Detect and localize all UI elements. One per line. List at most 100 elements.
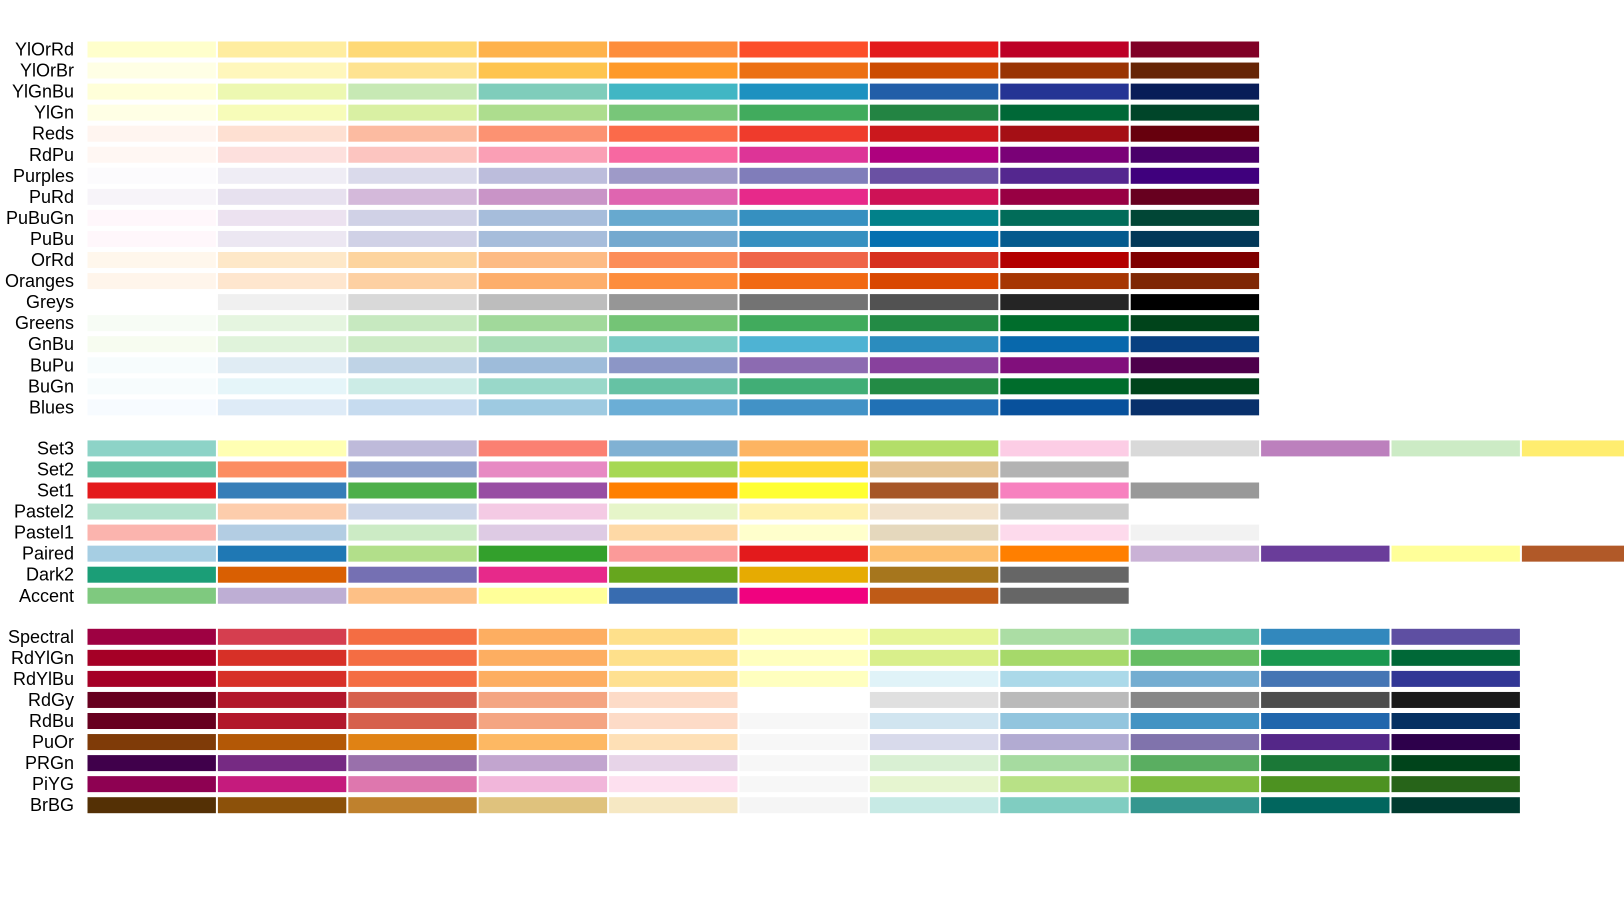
palette-row-Greys: Greys [26,292,1261,312]
swatch [868,356,1000,375]
swatch [999,775,1130,794]
palette-row-Greens: Greens [15,313,1261,333]
swatch [86,187,217,206]
swatch [1260,439,1391,458]
swatch [216,502,348,521]
swatch [216,187,348,206]
swatch [86,627,217,646]
swatch [477,377,609,396]
palette-row-Set2: Set2 [37,459,1130,479]
swatch [216,565,348,584]
swatch [868,103,1000,122]
swatch [608,627,739,646]
swatch [868,40,1000,59]
swatch [999,145,1130,164]
swatch [216,208,348,227]
swatch [999,103,1130,122]
swatch [86,648,217,667]
swatch [477,586,609,605]
palette-label: BuGn [28,376,74,396]
palette-label: Oranges [5,271,74,291]
swatch [868,627,1000,646]
swatch [86,565,217,584]
swatch [868,502,1000,521]
swatch [1390,796,1521,815]
swatch [1129,544,1261,563]
palette-row-Dark2: Dark2 [26,565,1130,585]
swatch [347,314,478,333]
palette-row-Blues: Blues [29,397,1261,417]
swatch [999,669,1130,688]
swatch [738,40,869,59]
swatch [1129,40,1261,59]
palette-label: Set2 [37,459,74,479]
swatch [477,775,609,794]
swatch [608,712,739,730]
swatch [1129,103,1261,122]
swatch [999,796,1130,815]
palette-row-YlOrRd: YlOrRd [15,40,1261,60]
swatch [1390,733,1521,752]
swatch [347,356,478,375]
palette-label: Paired [22,544,74,564]
swatch [477,523,609,542]
swatch [868,565,1000,584]
swatch [608,775,739,794]
swatch [999,293,1130,312]
swatch [608,356,739,375]
swatch [608,208,739,227]
swatch [868,733,1000,752]
swatch [999,61,1130,80]
swatch [347,335,478,354]
palette-label: PuRd [29,187,74,207]
swatch [1390,775,1521,794]
swatch [216,377,348,396]
swatch [1129,669,1261,688]
swatch [86,439,217,458]
swatch [868,166,1000,185]
swatch [999,82,1130,101]
palette-group-sequential: YlOrRdYlOrBrYlGnBuYlGnRedsRdPuPurplesPuR… [5,40,1261,417]
swatch [477,145,609,164]
palette-label: RdYlGn [11,648,74,668]
swatch [477,82,609,101]
swatch [1129,754,1261,773]
swatch [738,712,869,730]
palette-row-Reds: Reds [32,124,1261,144]
swatch [347,481,478,500]
swatch [1390,648,1521,667]
palette-label: Blues [29,397,74,417]
swatch [86,775,217,794]
swatch [1129,187,1261,206]
swatch [999,124,1130,143]
swatch [216,61,348,80]
palette-row-Paired: Paired [22,544,1624,564]
palette-row-PuOr: PuOr [32,732,1521,752]
swatch [477,398,609,417]
swatch [738,61,869,80]
swatch [1129,229,1261,248]
swatch [216,712,348,730]
swatch [999,208,1130,227]
swatch [738,733,869,752]
swatch [86,398,217,417]
swatch [216,775,348,794]
palette-label: Set1 [37,481,74,501]
swatch [738,187,869,206]
palette-row-RdGy: RdGy [28,690,1521,710]
swatch [868,145,1000,164]
palette-row-Pastel1: Pastel1 [14,523,1261,543]
swatch [86,481,217,500]
swatch [477,229,609,248]
swatch [86,314,217,333]
swatch [608,314,739,333]
palette-row-RdBu: RdBu [29,711,1521,731]
palette-row-Accent: Accent [19,586,1130,606]
swatch [1129,145,1261,164]
swatch [1129,523,1261,542]
swatch [216,229,348,248]
swatch [999,398,1130,417]
swatch [477,712,609,730]
swatch [608,502,739,521]
